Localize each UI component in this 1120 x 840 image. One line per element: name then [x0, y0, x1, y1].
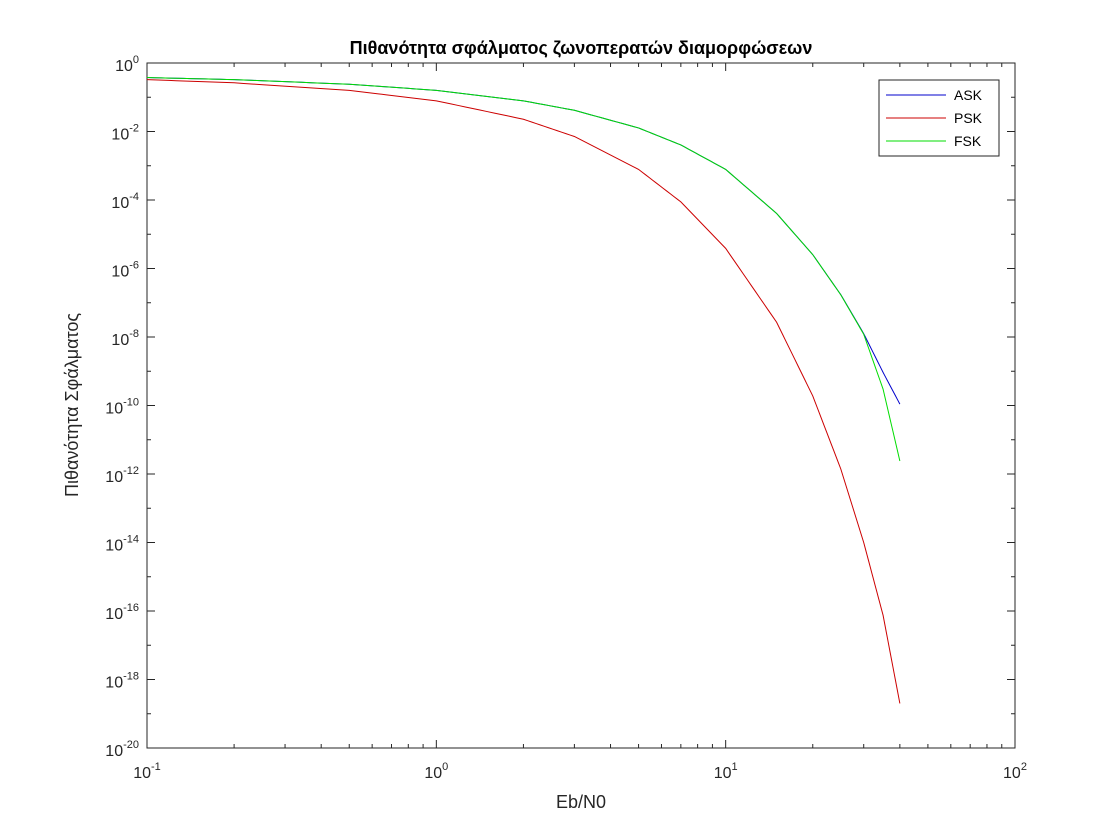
- series-lines: [146, 77, 901, 704]
- y-tick-label: 10-6: [111, 260, 139, 281]
- legend-label-psk: PSK: [954, 110, 983, 126]
- x-tick-label: 10-1: [133, 761, 161, 782]
- y-tick-label: 10-4: [111, 191, 139, 212]
- legend-label-fsk: FSK: [954, 133, 982, 149]
- legend: ASK PSK FSK: [878, 79, 1000, 157]
- x-tick-label: 100: [424, 761, 448, 782]
- plot-area: [146, 62, 1016, 749]
- x-tick-label: 102: [1003, 761, 1027, 782]
- y-tick-label: 100: [115, 54, 139, 75]
- y-tick-label: 10-20: [105, 739, 139, 760]
- x-axis-label: Eb/N0: [556, 792, 606, 812]
- y-axis-ticks: 100 10-2 10-4 10-6 10-8 10-10 10-12 10-14 10-16 1…: [105, 54, 1015, 760]
- y-tick-label: 10-18: [105, 671, 139, 692]
- series-line-psk: [146, 79, 901, 704]
- y-tick-label: 10-8: [111, 328, 139, 349]
- y-axis-label: Πιθανότητα Σφάλματος: [62, 313, 82, 497]
- x-tick-label: 101: [714, 761, 738, 782]
- y-tick-label: 10-14: [105, 534, 139, 555]
- series-line-fsk: [146, 77, 901, 462]
- x-axis-ticks: 10-1 100 101 102: [133, 63, 1027, 782]
- chart-title: Πιθανότητα σφάλματος ζωνοπερατών διαμορφ…: [350, 38, 813, 59]
- y-tick-label: 10-10: [105, 397, 139, 418]
- legend-label-ask: ASK: [954, 87, 983, 103]
- y-tick-label: 10-12: [105, 465, 139, 486]
- y-tick-label: 10-16: [105, 602, 139, 623]
- y-tick-label: 10-2: [111, 123, 139, 144]
